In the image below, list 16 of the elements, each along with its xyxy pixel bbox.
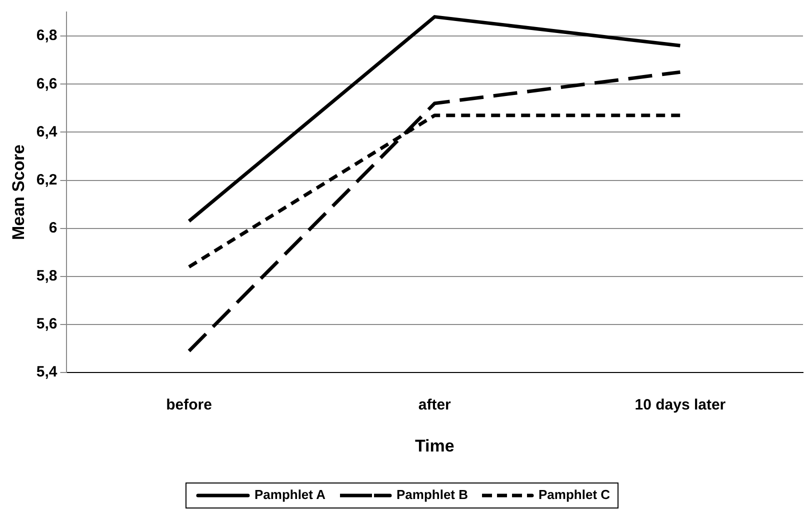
x-axis-title: Time <box>414 436 454 456</box>
x-tick-label: after <box>418 396 452 414</box>
legend-label: Pamphlet B <box>396 487 468 502</box>
y-tick-label: 6,4 <box>36 123 58 140</box>
y-tick-label: 6,6 <box>36 75 58 92</box>
legend-label: Pamphlet C <box>538 487 611 502</box>
x-tick-label: before <box>166 396 212 414</box>
y-tick-label: 5,8 <box>36 268 58 285</box>
x-tick-label: 10 days later <box>634 396 726 414</box>
y-tick-label: 6,2 <box>36 171 58 188</box>
y-tick-label: 5,4 <box>36 364 58 381</box>
y-tick-label: 6,8 <box>36 27 58 44</box>
y-tick-label: 6 <box>48 220 58 236</box>
y-axis-title: Mean Score <box>8 144 28 240</box>
legend-label: Pamphlet A <box>254 487 326 502</box>
y-tick-label: 5,6 <box>36 316 58 333</box>
